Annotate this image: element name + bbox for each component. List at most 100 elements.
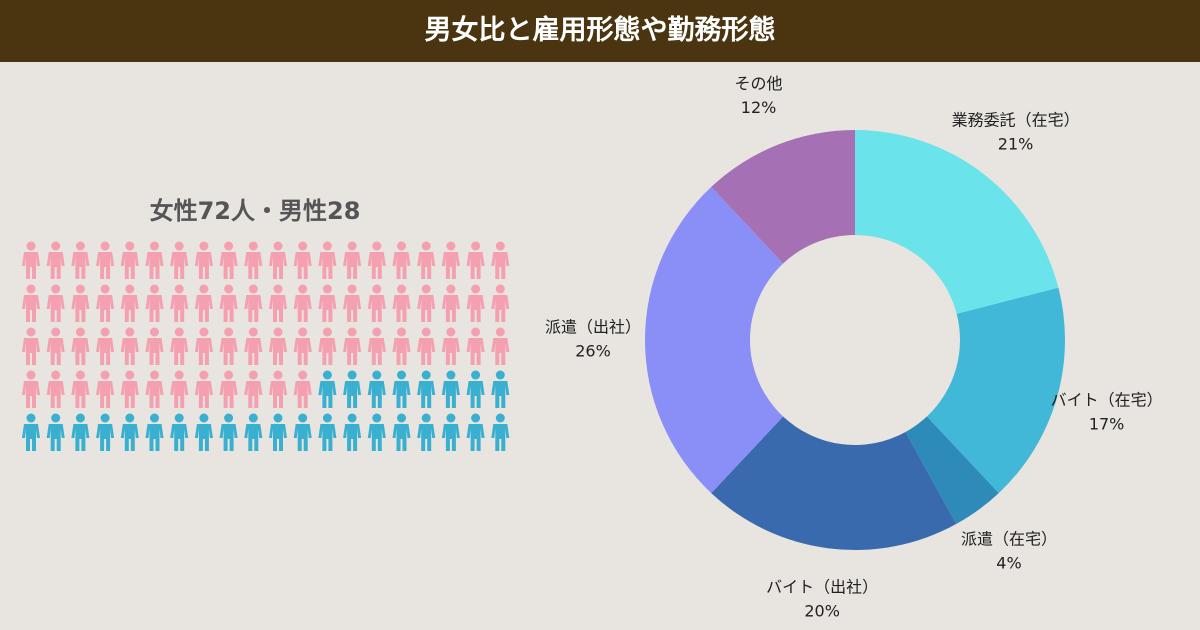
icon-body	[145, 338, 164, 365]
slice-label: バイト（出社）	[766, 577, 878, 596]
icon-head	[397, 413, 406, 423]
person-icon	[46, 327, 65, 365]
person-icon	[145, 241, 164, 279]
icon-body	[22, 381, 40, 408]
icon-head	[322, 370, 332, 380]
donut-slice	[711, 416, 957, 550]
icon-body	[244, 252, 263, 279]
icon-head	[224, 327, 234, 337]
icon-body	[22, 338, 40, 365]
icon-head	[26, 284, 36, 294]
icon-body	[441, 338, 460, 365]
icon-head	[125, 284, 135, 294]
icon-head	[495, 370, 505, 380]
icon-head	[100, 327, 110, 337]
icon-head	[224, 370, 234, 380]
icon-head	[471, 284, 481, 294]
icon-body	[441, 381, 460, 408]
icon-body	[219, 381, 238, 408]
icon-head	[174, 241, 184, 251]
icon-head	[421, 241, 431, 251]
icon-body	[170, 252, 189, 279]
icon-body	[145, 381, 164, 408]
icon-body	[466, 338, 485, 365]
icon-head	[446, 413, 456, 423]
icon-body	[417, 252, 436, 279]
icon-body	[441, 252, 460, 279]
icon-body	[219, 295, 238, 322]
icon-body	[367, 424, 386, 451]
person-icon	[367, 327, 386, 365]
icon-body	[96, 381, 115, 408]
person-icon	[22, 370, 40, 408]
icon-body	[120, 295, 139, 322]
icon-head	[51, 413, 61, 423]
icon-head	[26, 413, 36, 423]
donut-slice	[926, 287, 1065, 494]
icon-head	[100, 284, 110, 294]
person-icon	[392, 241, 411, 279]
icon-head	[471, 370, 481, 380]
icon-body	[318, 295, 337, 322]
icon-head	[273, 241, 283, 251]
person-icon	[219, 241, 238, 279]
icon-head	[51, 284, 61, 294]
person-icon	[96, 327, 115, 365]
icon-body	[392, 338, 411, 365]
icon-head	[26, 241, 36, 251]
icon-head	[150, 284, 159, 294]
icon-head	[125, 327, 135, 337]
icon-head	[446, 327, 456, 337]
person-icon	[392, 413, 411, 451]
icon-head	[421, 413, 431, 423]
person-icon	[194, 327, 213, 365]
icon-body	[170, 381, 189, 408]
person-icon	[293, 284, 312, 322]
icon-head	[150, 370, 159, 380]
person-icon	[170, 284, 189, 322]
person-icon	[343, 413, 362, 451]
person-icon	[194, 370, 213, 408]
icon-body	[194, 252, 213, 279]
icon-body	[343, 252, 362, 279]
person-icon	[219, 284, 238, 322]
icon-body	[194, 424, 213, 451]
icon-head	[125, 241, 135, 251]
icon-head	[125, 413, 135, 423]
icon-body	[466, 295, 485, 322]
person-icon	[219, 370, 238, 408]
icon-head	[298, 370, 308, 380]
icon-head	[372, 241, 382, 251]
icon-head	[75, 370, 85, 380]
icon-body	[46, 252, 65, 279]
person-icon	[491, 413, 510, 451]
icon-head	[322, 413, 332, 423]
slice-value-label: 20%	[804, 601, 840, 620]
icon-head	[347, 241, 357, 251]
icon-body	[343, 338, 362, 365]
person-icon	[71, 370, 90, 408]
icon-body	[71, 252, 90, 279]
icon-body	[491, 252, 510, 279]
slice-value-label: 26%	[575, 342, 611, 361]
icon-body	[367, 252, 386, 279]
person-icon	[343, 284, 362, 322]
person-icon	[293, 241, 312, 279]
icon-body	[269, 381, 287, 408]
icon-body	[269, 424, 287, 451]
person-icon	[120, 327, 139, 365]
slice-value-label: 17%	[1089, 415, 1125, 434]
icon-head	[51, 327, 61, 337]
person-icon	[293, 370, 312, 408]
person-icon	[46, 284, 65, 322]
person-icon	[71, 327, 90, 365]
icon-head	[495, 327, 505, 337]
icon-body	[145, 295, 164, 322]
person-icon	[96, 370, 115, 408]
icon-body	[491, 381, 510, 408]
icon-body	[120, 424, 139, 451]
icon-body	[491, 338, 510, 365]
icon-body	[194, 381, 213, 408]
person-icon	[120, 284, 139, 322]
icon-head	[248, 327, 258, 337]
